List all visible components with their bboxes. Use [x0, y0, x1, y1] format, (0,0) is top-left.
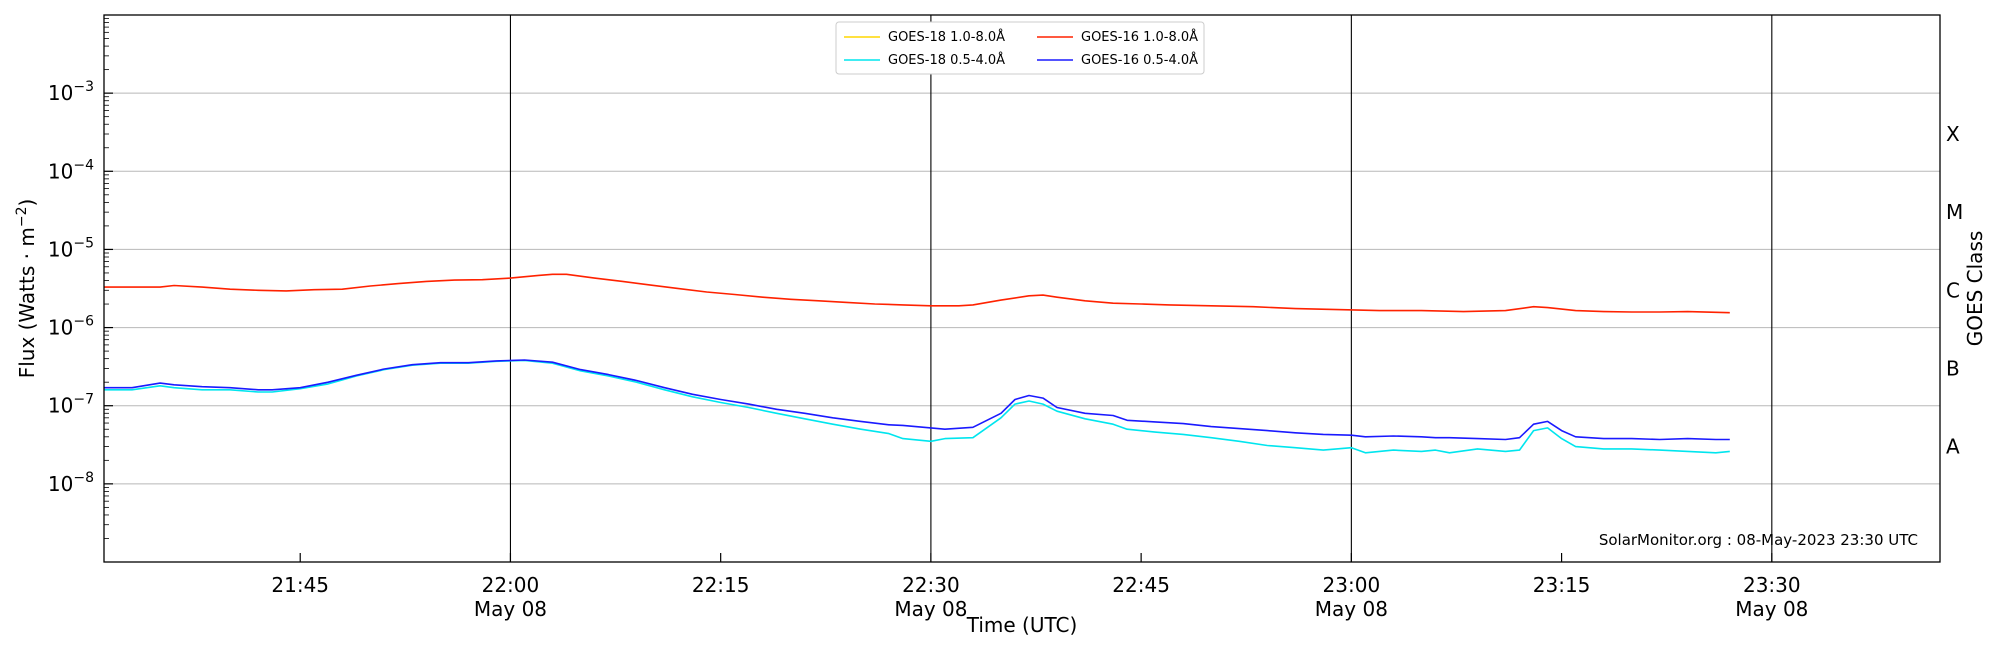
series-lines [104, 273, 1730, 454]
x-tick-label: 22:30 [902, 573, 960, 597]
legend-label: GOES-16 0.5-4.0Å [1081, 52, 1198, 68]
x-tick-date: May 08 [474, 597, 547, 621]
x-tick-label: 21:45 [271, 573, 329, 597]
x-tick-label: 23:15 [1533, 573, 1591, 597]
x-tick-label: 23:00 [1323, 573, 1381, 597]
goes-class-label: A [1946, 435, 1960, 459]
y-tick-label: 10−8 [48, 470, 94, 496]
y-tick-label: 10−7 [48, 392, 94, 418]
plot-frame [103, 14, 1941, 563]
y-tick-label: 10−4 [48, 157, 94, 183]
goes-class-label: M [1946, 200, 1963, 224]
series-line [104, 273, 1730, 314]
gridlines [104, 92, 1940, 485]
legend-label: GOES-16 1.0-8.0Å [1081, 29, 1198, 45]
goes-class-axis: A B C M X [1946, 122, 1963, 459]
x-tick-date: May 08 [1735, 597, 1808, 621]
goes-class-label: X [1946, 122, 1960, 146]
x-tick-label: 22:00 [482, 573, 540, 597]
x-tick-label: 22:15 [692, 573, 750, 597]
goes-class-label: C [1946, 278, 1960, 302]
right-axis-title: GOES Class [1963, 231, 1987, 347]
series-line [104, 359, 1730, 441]
x-axis-title: Time (UTC) [966, 613, 1078, 637]
credit-text: SolarMonitor.org : 08-May-2023 23:30 UTC [1599, 531, 1918, 549]
y-tick-label: 10−6 [48, 314, 94, 340]
legend-label: GOES-18 0.5-4.0Å [888, 52, 1005, 68]
day-marker-lines [509, 15, 1773, 562]
x-tick-label: 23:30 [1743, 573, 1801, 597]
x-tick-date: May 08 [1315, 597, 1388, 621]
legend-label: GOES-18 1.0-8.0Å [888, 29, 1005, 45]
legend-box [835, 21, 1205, 75]
x-tick-date: May 08 [894, 597, 967, 621]
legend: GOES-18 1.0-8.0Å GOES-18 0.5-4.0Å GOES-16 … [835, 21, 1205, 75]
x-tick-label: 22:45 [1112, 573, 1170, 597]
y-tick-label: 10−3 [48, 79, 94, 105]
y-axis-ticks: 10−8 10−7 10−6 10−5 10−4 10−3 [48, 18, 113, 539]
y-tick-label: 10−5 [48, 235, 94, 261]
y-axis-title: Flux (Watts · m−2) [14, 199, 39, 379]
goes-class-label: B [1946, 356, 1960, 380]
